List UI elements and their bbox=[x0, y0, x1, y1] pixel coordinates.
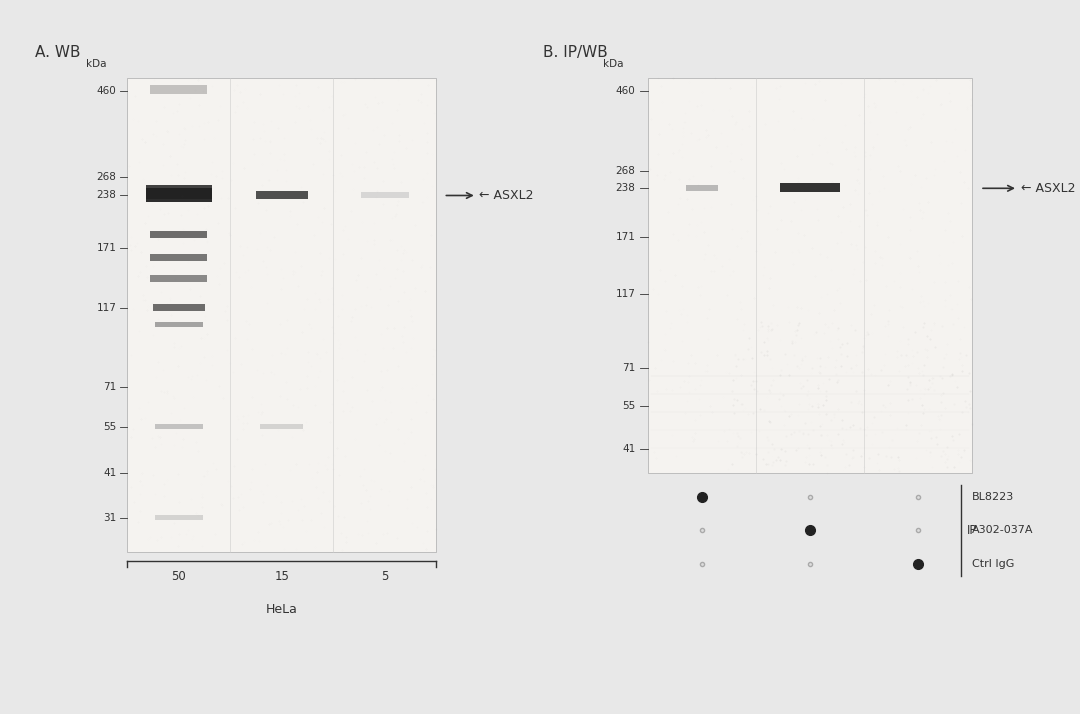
Bar bbox=[256, 191, 308, 199]
Text: 238: 238 bbox=[616, 183, 635, 193]
Text: 460: 460 bbox=[97, 86, 117, 96]
Bar bbox=[361, 193, 408, 198]
Text: IP: IP bbox=[967, 524, 977, 537]
Text: BL8223: BL8223 bbox=[972, 492, 1014, 502]
Text: 460: 460 bbox=[616, 86, 635, 96]
Text: 55: 55 bbox=[104, 422, 117, 432]
Text: 31: 31 bbox=[104, 513, 117, 523]
Bar bbox=[150, 85, 207, 94]
Bar bbox=[686, 185, 718, 191]
Text: 41: 41 bbox=[622, 444, 635, 454]
Text: A. WB: A. WB bbox=[35, 45, 80, 60]
Bar bbox=[156, 515, 203, 520]
Bar bbox=[780, 183, 840, 192]
Bar bbox=[152, 304, 205, 311]
Text: 171: 171 bbox=[96, 243, 117, 253]
Bar bbox=[150, 254, 207, 261]
Text: 268: 268 bbox=[616, 166, 635, 176]
Text: HeLa: HeLa bbox=[266, 603, 298, 616]
Bar bbox=[648, 78, 972, 473]
Bar bbox=[156, 424, 203, 429]
Text: 171: 171 bbox=[616, 232, 635, 242]
Text: 71: 71 bbox=[104, 381, 117, 391]
Text: 117: 117 bbox=[96, 303, 117, 313]
Text: 71: 71 bbox=[622, 363, 635, 373]
Bar bbox=[146, 185, 212, 196]
Text: kDa: kDa bbox=[604, 59, 624, 69]
Text: A302-037A: A302-037A bbox=[972, 526, 1034, 536]
Bar bbox=[127, 78, 436, 551]
Text: kDa: kDa bbox=[85, 59, 106, 69]
Text: 268: 268 bbox=[96, 172, 117, 182]
Text: ← ASXL2: ← ASXL2 bbox=[1021, 182, 1075, 195]
Text: B. IP/WB: B. IP/WB bbox=[543, 45, 607, 60]
Text: 15: 15 bbox=[274, 570, 289, 583]
Text: 5: 5 bbox=[381, 570, 389, 583]
Text: 55: 55 bbox=[622, 401, 635, 411]
Text: 41: 41 bbox=[104, 468, 117, 478]
Bar bbox=[150, 231, 207, 238]
Bar bbox=[146, 191, 212, 202]
Text: Ctrl IgG: Ctrl IgG bbox=[972, 558, 1014, 569]
Bar bbox=[150, 275, 207, 282]
Text: 238: 238 bbox=[96, 191, 117, 201]
Bar bbox=[156, 322, 203, 327]
Bar bbox=[146, 188, 212, 199]
Text: 117: 117 bbox=[616, 288, 635, 298]
Bar bbox=[260, 424, 303, 429]
Text: ← ASXL2: ← ASXL2 bbox=[480, 189, 534, 202]
Text: 50: 50 bbox=[172, 570, 186, 583]
